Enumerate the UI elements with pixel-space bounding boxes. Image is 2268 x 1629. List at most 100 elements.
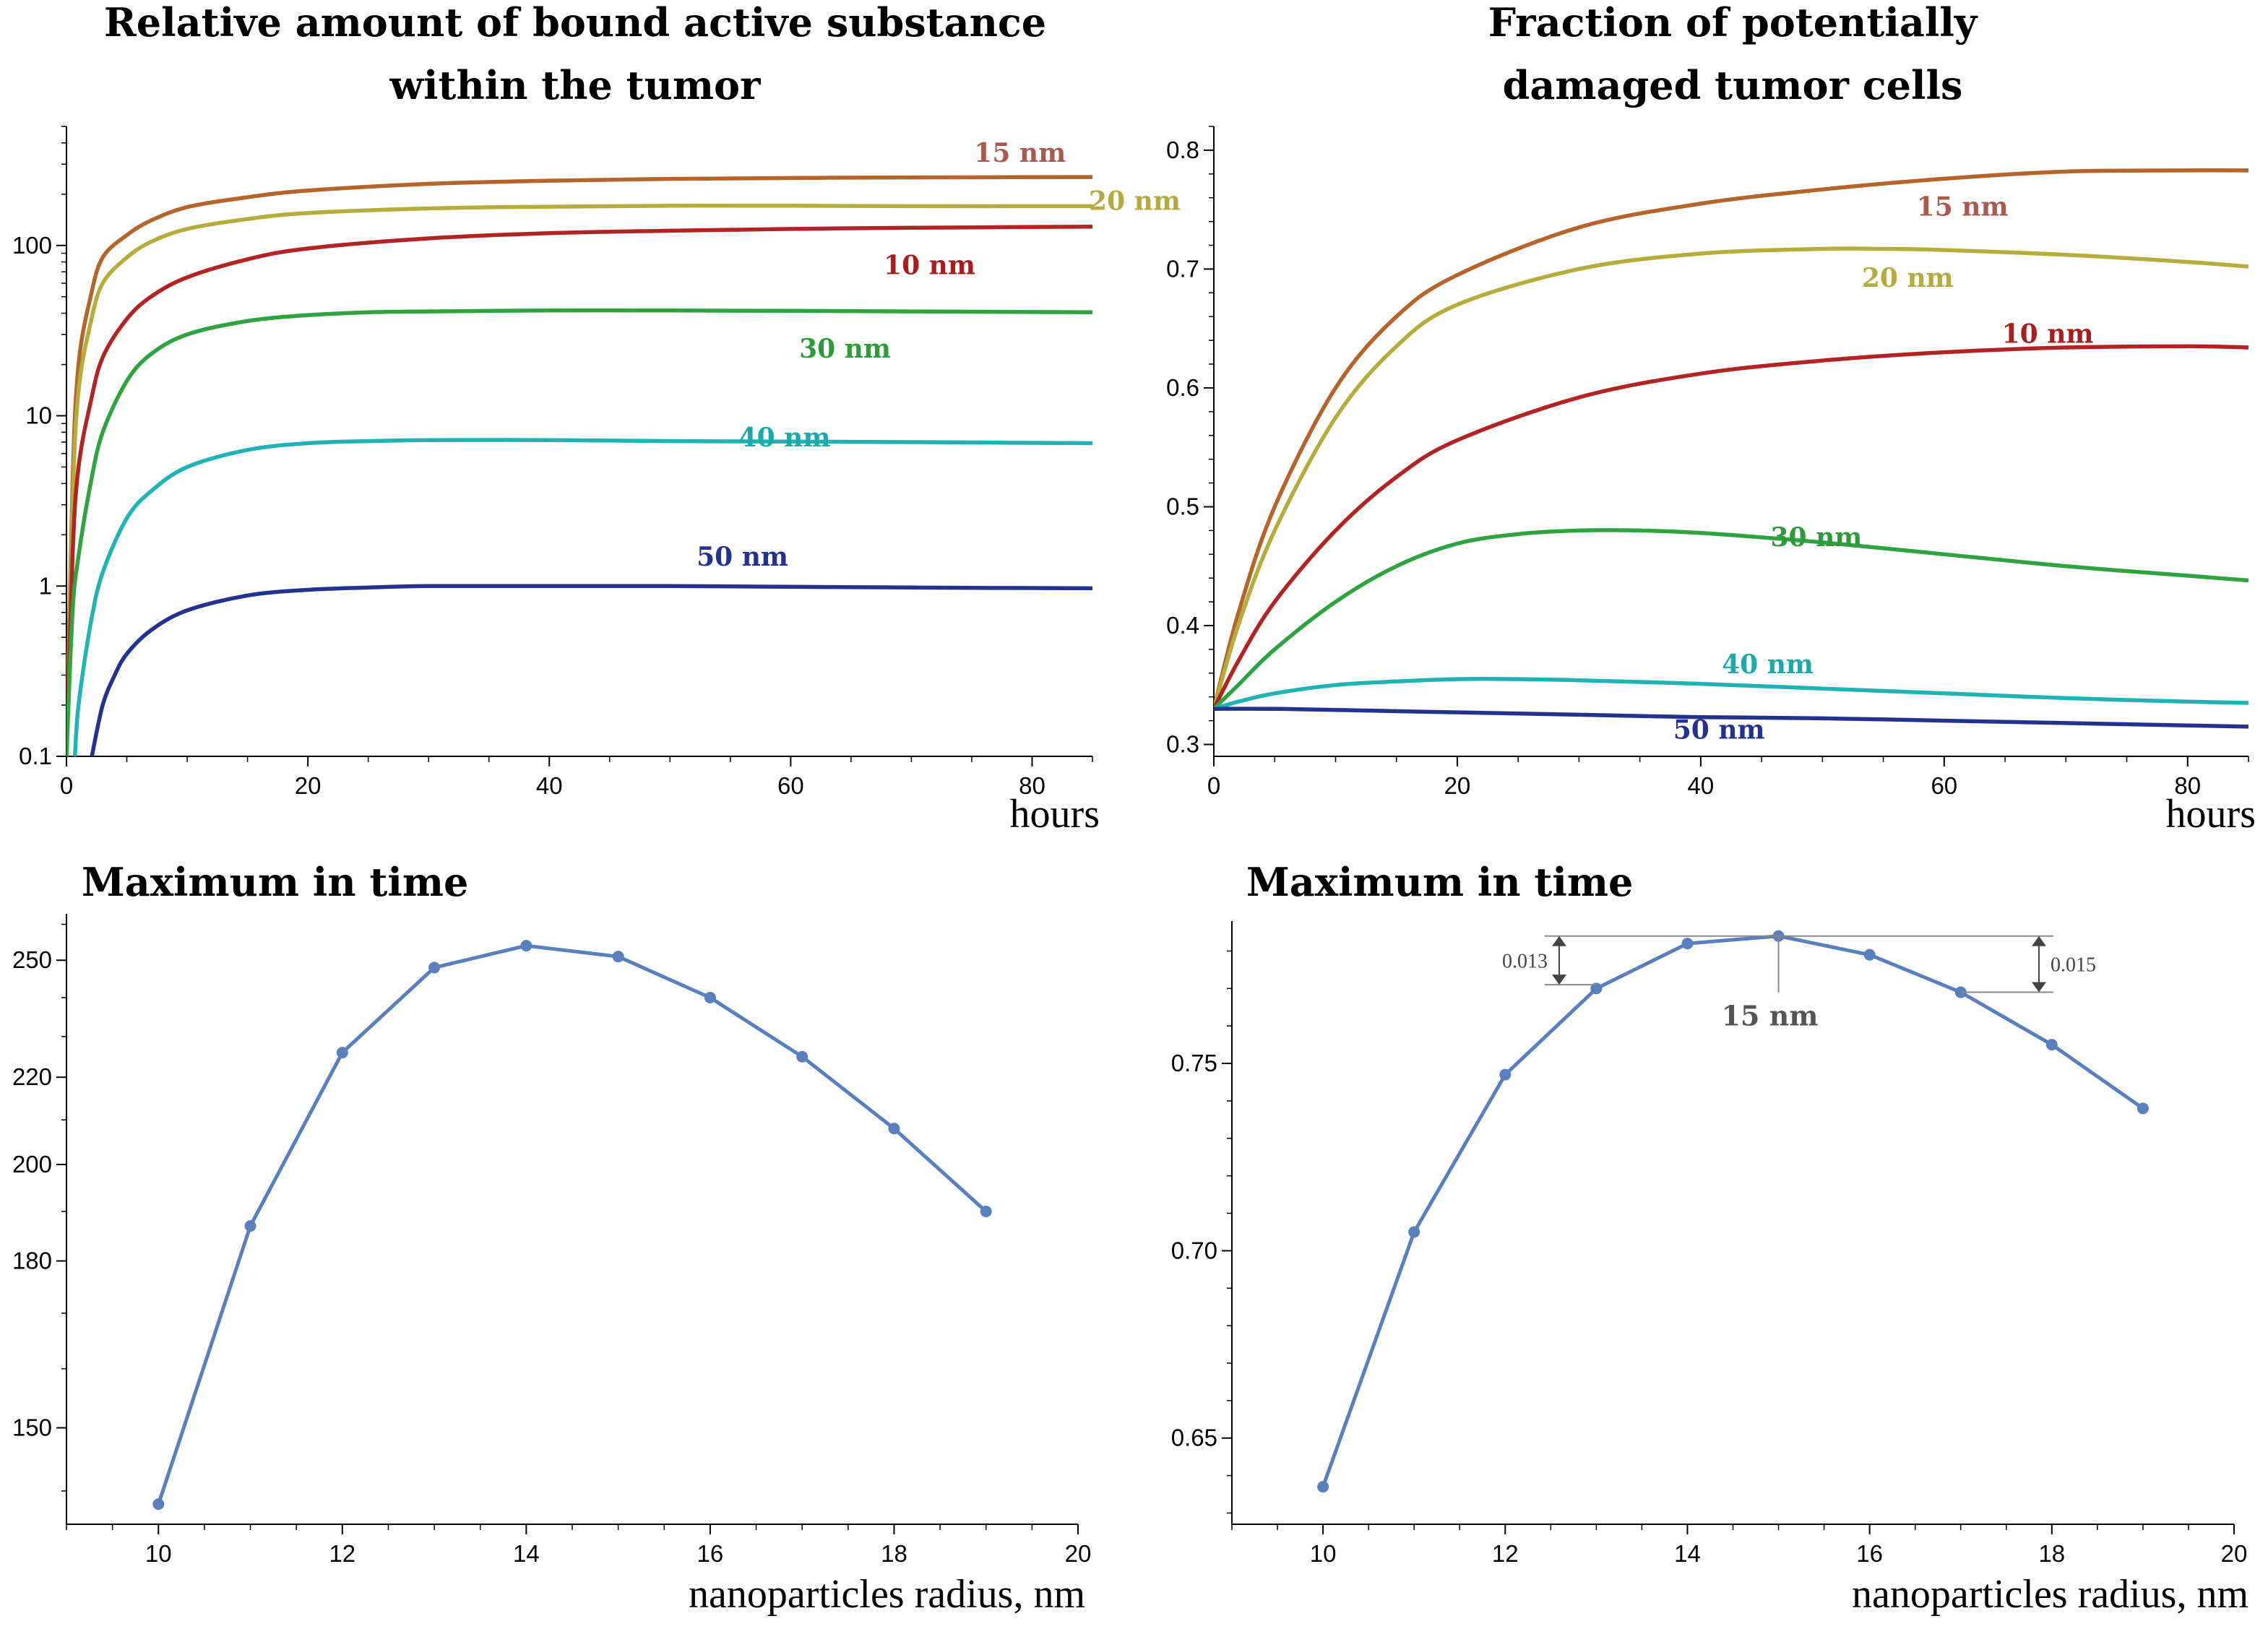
y-tick-label: 0.7 bbox=[1166, 255, 1199, 282]
series-line-50-nm bbox=[90, 584, 1092, 756]
x-tick-label: 12 bbox=[1492, 1540, 1519, 1567]
peak-label: 15 nm bbox=[1722, 1000, 1819, 1032]
y-tick-label: 0.8 bbox=[1166, 137, 1199, 163]
panel-damaged-cells: Fraction of potentially damaged tumor cel… bbox=[1166, 0, 2256, 837]
x-axis-label: nanoparticles radius, nm bbox=[1852, 1572, 2248, 1617]
data-point bbox=[980, 1205, 992, 1217]
data-point bbox=[2045, 1039, 2058, 1051]
diff-arrow-head bbox=[1552, 975, 1566, 985]
chart-title-line: damaged tumor cells bbox=[1503, 62, 1963, 108]
series-line-40-nm bbox=[1214, 677, 2248, 711]
x-tick-label: 0 bbox=[60, 772, 73, 799]
series-label: 10 nm bbox=[2002, 319, 2094, 349]
series-line-20-nm bbox=[66, 203, 1092, 756]
diff-arrow-head bbox=[2032, 982, 2046, 993]
x-tick-label: 16 bbox=[697, 1540, 724, 1567]
series-label: 15 nm bbox=[1917, 191, 2009, 222]
x-tick-label: 18 bbox=[2038, 1540, 2065, 1567]
series-line-maximum bbox=[156, 943, 988, 1505]
y-tick-label: 1 bbox=[39, 572, 52, 599]
data-point bbox=[244, 1220, 256, 1232]
x-tick-label: 40 bbox=[536, 772, 563, 799]
diff-arrow-head bbox=[2032, 936, 2046, 946]
series-label: 40 nm bbox=[1722, 649, 1814, 680]
data-point bbox=[1499, 1068, 1512, 1081]
y-tick-label: 0.3 bbox=[1166, 731, 1199, 758]
series-line-30-nm bbox=[1214, 528, 2248, 711]
x-tick-label: 20 bbox=[1065, 1540, 1092, 1567]
x-tick-label: 80 bbox=[1019, 772, 1045, 799]
y-tick-label: 0.1 bbox=[19, 743, 52, 769]
y-tick-label: 220 bbox=[12, 1063, 52, 1090]
y-tick-label: 180 bbox=[12, 1247, 52, 1274]
y-tick-label: 0.5 bbox=[1166, 493, 1199, 519]
x-tick-label: 0 bbox=[1207, 772, 1220, 799]
x-axis-label: nanoparticles radius, nm bbox=[689, 1572, 1085, 1617]
series-line-30-nm bbox=[66, 308, 1092, 756]
y-tick-label: 150 bbox=[12, 1414, 52, 1440]
right-difference-label: 0.015 bbox=[2051, 954, 2096, 977]
y-tick-label: 0.6 bbox=[1166, 374, 1199, 401]
panel-max-damaged-cells: Maximum in time 10 12 14 16 18 20 0.65 0.70 0.75 n… bbox=[1171, 859, 2248, 1617]
series-line-10-nm bbox=[1214, 344, 2248, 710]
series-label: 20 nm bbox=[1089, 186, 1181, 216]
y-tick-label: 10 bbox=[25, 402, 52, 429]
y-tick-label: 100 bbox=[12, 232, 52, 259]
data-point bbox=[1590, 982, 1603, 995]
left-difference-label: 0.013 bbox=[1502, 950, 1548, 972]
series-line-20-nm bbox=[1214, 246, 2248, 709]
series-line-40-nm bbox=[72, 438, 1092, 756]
y-tick-label: 200 bbox=[12, 1151, 52, 1178]
series-line-50-nm bbox=[1214, 707, 2248, 729]
chart-title-line: Fraction of potentially bbox=[1488, 0, 1978, 46]
x-tick-label: 20 bbox=[1444, 772, 1471, 799]
x-tick-label: 12 bbox=[329, 1540, 355, 1567]
x-tick-label: 16 bbox=[1856, 1540, 1883, 1567]
y-tick-label: 0.75 bbox=[1171, 1050, 1217, 1076]
panel-max-bound-substance: Maximum in time 10 12 14 16 18 20 150 180 200 220 2… bbox=[12, 859, 1091, 1617]
y-tick-label: 0.70 bbox=[1171, 1237, 1217, 1263]
data-point bbox=[704, 991, 716, 1003]
series-label: 15 nm bbox=[974, 138, 1066, 168]
series-label: 50 nm bbox=[697, 542, 788, 572]
data-point bbox=[1863, 949, 1876, 961]
data-point bbox=[1408, 1226, 1420, 1238]
panel-bound-substance: Relative amount of bound active substanc… bbox=[12, 0, 1181, 837]
x-tick-label: 80 bbox=[2174, 772, 2201, 799]
x-tick-label: 14 bbox=[513, 1540, 540, 1567]
series-label: 20 nm bbox=[1862, 263, 1954, 293]
x-tick-label: 10 bbox=[1310, 1540, 1337, 1567]
series-label: 40 nm bbox=[739, 423, 831, 453]
x-tick-label: 20 bbox=[2221, 1540, 2248, 1567]
data-point bbox=[520, 940, 532, 952]
y-tick-label: 250 bbox=[12, 946, 52, 973]
x-tick-label: 60 bbox=[1931, 772, 1957, 799]
data-point bbox=[1681, 938, 1694, 950]
data-point bbox=[152, 1498, 165, 1511]
x-tick-label: 18 bbox=[881, 1540, 907, 1567]
x-tick-label: 60 bbox=[777, 772, 804, 799]
x-tick-label: 10 bbox=[145, 1540, 172, 1567]
x-axis-label: hours bbox=[2166, 792, 2256, 837]
data-point bbox=[888, 1123, 900, 1135]
data-point bbox=[612, 951, 624, 963]
data-point bbox=[796, 1050, 809, 1063]
series-label: 30 nm bbox=[799, 334, 891, 364]
series-label: 30 nm bbox=[1770, 522, 1862, 553]
diff-arrow-head bbox=[1552, 936, 1566, 946]
series-line-15-nm bbox=[66, 175, 1092, 756]
data-point bbox=[2137, 1102, 2149, 1115]
series-line-15-nm bbox=[1214, 168, 2248, 709]
data-point bbox=[336, 1047, 348, 1059]
chart-title-line: Maximum in time bbox=[82, 859, 468, 905]
series-label: 10 nm bbox=[884, 250, 975, 280]
chart-title-line: Relative amount of bound active substanc… bbox=[104, 0, 1046, 46]
y-tick-label: 0.4 bbox=[1166, 612, 1199, 639]
x-tick-label: 40 bbox=[1688, 772, 1715, 799]
series-line-10-nm bbox=[66, 224, 1092, 756]
chart-title-line: within the tumor bbox=[389, 62, 761, 108]
series-line-maximum bbox=[1321, 934, 2144, 1487]
x-tick-label: 14 bbox=[1674, 1540, 1701, 1567]
series-label: 50 nm bbox=[1673, 714, 1765, 745]
